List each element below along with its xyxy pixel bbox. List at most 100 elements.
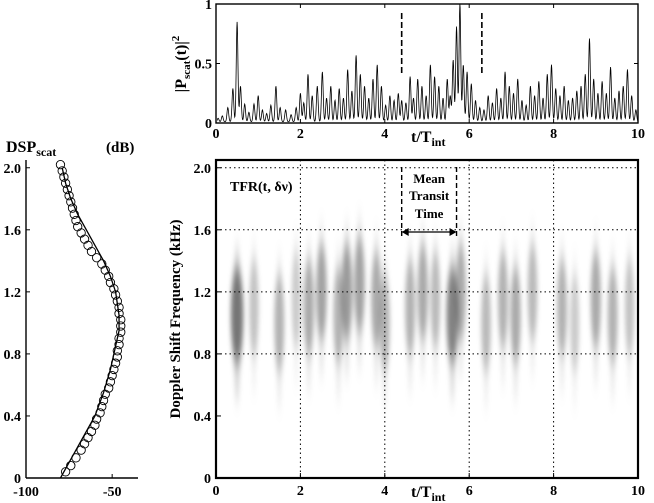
tfr-xlabel: t/Tint (411, 484, 445, 503)
tfr-intensity-halo (529, 219, 536, 380)
tfr-intensity-halo (419, 219, 426, 380)
power-trace-xtick-label: 6 (466, 127, 473, 142)
spectrum-ytick-label: 2.0 (4, 162, 22, 177)
power-trace-xtick-label: 0 (213, 127, 220, 142)
power-trace-xtick-label: 4 (381, 127, 388, 142)
tfr-intensity-halo (356, 211, 363, 372)
tfr-intensity-halo (407, 235, 414, 396)
power-trace-panel: 0 2 4 6 8 10 0 0.5 1 |Pscat(t)|2 t/Tint (170, 0, 645, 149)
tfr-intensity-halo (335, 242, 342, 403)
power-trace-xlabel: t/Tint (411, 129, 445, 149)
spectrum-point (83, 433, 93, 443)
spectrum-point (76, 445, 86, 455)
tfr-intensity-halo (457, 219, 464, 380)
spectrum-ytick-label: 0 (14, 472, 21, 487)
spectrum-point (116, 327, 126, 337)
power-trace-xtick-label: 10 (631, 127, 645, 142)
spectrum-point (116, 315, 126, 325)
spectrum-point (112, 352, 122, 362)
spectrum-point (105, 277, 116, 288)
tfr-intensity-halo (318, 219, 325, 380)
tfr-intensity-halo (559, 235, 565, 396)
annotation-arrowhead-right (449, 228, 457, 236)
spectrum-point (59, 172, 69, 182)
spectrum-ytick-label: 1.6 (4, 224, 22, 239)
spectrum-point (60, 467, 71, 477)
spectrum-point (86, 246, 97, 257)
spectrum-point (79, 234, 90, 244)
spectrum-ytick-label: 1.2 (4, 286, 22, 301)
annotation-arrowhead-left (401, 228, 409, 236)
spectrum-xtick-label: -100 (13, 485, 39, 500)
tfr-intensity-halo (381, 250, 388, 411)
spectrum-point (83, 240, 93, 250)
power-trace-ylabel: |Pscat(t)|2 (170, 35, 193, 92)
spectrum-point (114, 333, 124, 344)
tfr-intensity-halo (500, 227, 506, 388)
tfr-intensity-halo (233, 242, 241, 403)
spectrum-xtick-label: -50 (103, 485, 122, 500)
tfr-intensity-halo (626, 235, 633, 396)
spectrum-point (114, 302, 124, 313)
tfr-ytick-label: 2.0 (194, 162, 212, 177)
tfr-intensity-halo (343, 219, 351, 380)
spectrum-point (112, 346, 122, 356)
spectrum-ticks: 0 0.4 0.8 1.2 1.6 2.0 -100 -50 (4, 162, 122, 500)
spectrum-point (57, 166, 67, 176)
power-trace-ytick-label: 1 (205, 0, 212, 13)
power-trace-markers (400, 13, 483, 74)
tfr-intensity-halo (251, 235, 257, 396)
spectrum-point (73, 222, 83, 232)
spectrum-point (104, 383, 114, 393)
tfr-intensity-halo (293, 227, 299, 388)
tfr-intensity-halo (572, 250, 578, 411)
tfr-grid (216, 160, 638, 478)
spectrum-point (110, 358, 121, 368)
tfr-intensity-halo (609, 242, 616, 403)
tfr-intensity-halo (483, 250, 489, 411)
spectrum-point (79, 439, 90, 449)
doppler-spectrum-panel: 0 0.4 0.8 1.2 1.6 2.0 -100 -50 DSPscat (dB) (4, 139, 138, 500)
spectrum-point (67, 203, 78, 213)
spectrum-points (55, 160, 126, 477)
tfr-intensity-halo (512, 242, 519, 403)
tfr-xtick-label: 6 (466, 484, 473, 499)
spectrum-point (116, 321, 126, 331)
tfr-xtick-label: 8 (550, 484, 557, 499)
power-trace-ytick-label: 0 (205, 117, 212, 132)
tfr-ylabel: Doppler Shift Frequency (kHz) (168, 219, 184, 418)
spectrum-point (71, 453, 81, 463)
tfr-frame (214, 158, 640, 480)
tfr-intensity-halo (305, 235, 312, 396)
power-trace-ticks: 0 2 4 6 8 10 0 0.5 1 (195, 0, 646, 142)
spectrum-point (55, 160, 66, 170)
annotation-line-1: Mean (413, 171, 446, 186)
annotation-line-2: Transit (409, 188, 450, 203)
spectrum-point (64, 191, 74, 201)
spectrum-point (66, 197, 76, 207)
spectrum-title: DSPscat (6, 139, 56, 159)
spectrum-point (62, 184, 73, 195)
mean-transit-annotation: Mean Transit Time (400, 167, 458, 238)
spectrum-point (86, 426, 97, 437)
power-trace-xtick-label: 2 (297, 127, 304, 142)
tfr-ytick-label: 0.4 (194, 410, 212, 425)
power-trace-xtick-label: 8 (550, 127, 557, 142)
tfr-xtick-label: 0 (213, 484, 220, 499)
spectrum-point (60, 178, 71, 188)
tfr-ytick-label: 1.6 (194, 224, 212, 239)
spectrum-point (95, 408, 105, 418)
spectrum-point (109, 364, 119, 375)
tfr-xtick-label: 4 (381, 484, 388, 499)
spectrum-ytick-label: 0.4 (4, 410, 22, 425)
spectrum-fit-curve (59, 167, 120, 479)
spectrum-point (97, 259, 107, 269)
tfr-inset-label: TFR(t, δν) (230, 180, 293, 195)
spectrum-point (66, 460, 76, 471)
spectrum-point (114, 308, 124, 319)
spectrum-point (91, 253, 102, 263)
tfr-panel: 0 0.4 0.8 1.2 1.6 2.0 0 2 4 6 8 10 TFR(t, δν) Mean … (168, 158, 645, 503)
tfr-xtick-label: 10 (631, 484, 645, 499)
spectrum-point (97, 401, 107, 412)
